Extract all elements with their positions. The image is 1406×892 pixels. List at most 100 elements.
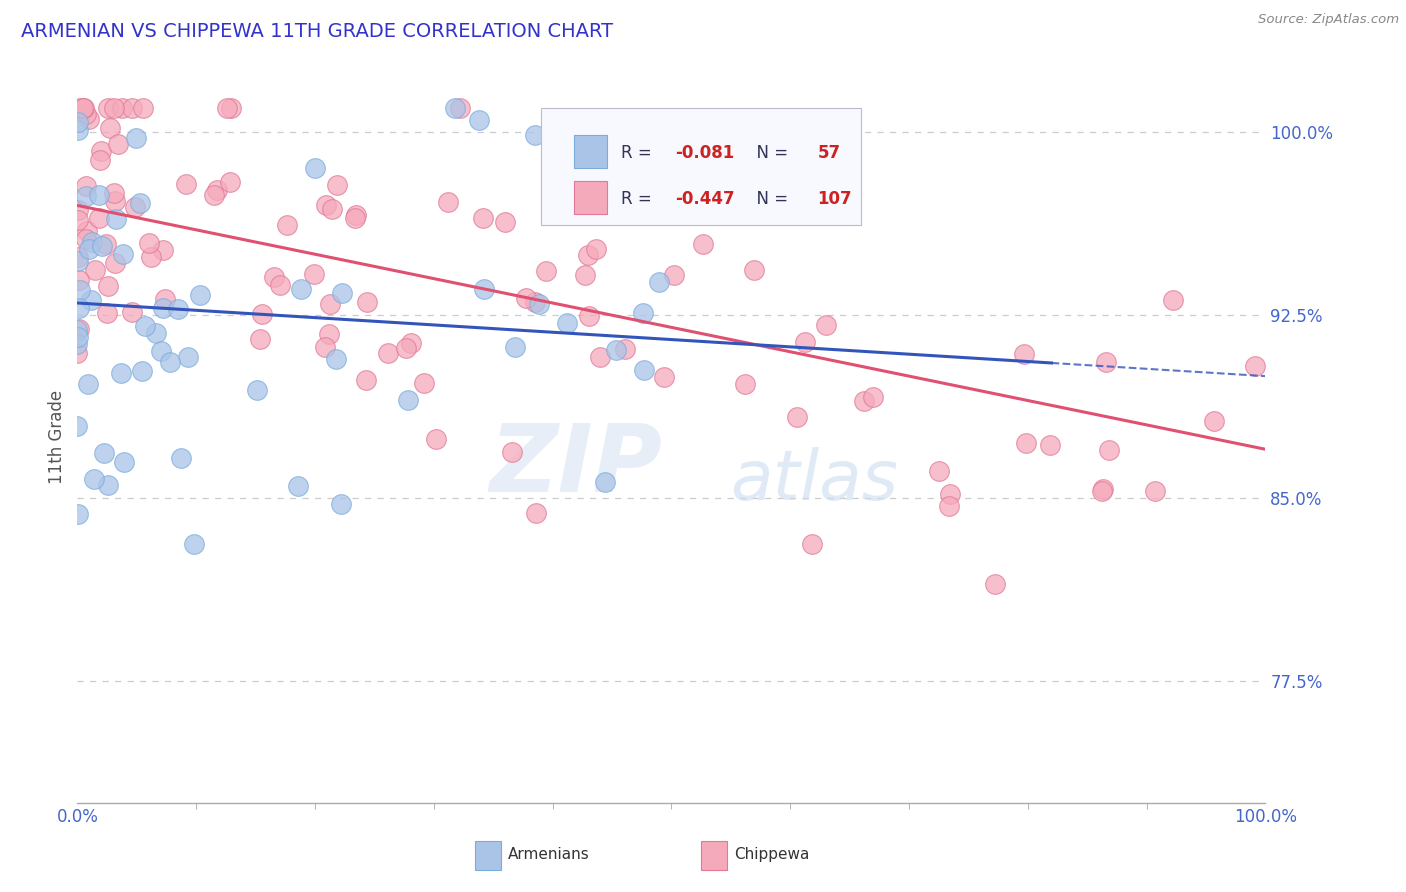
- Point: [75, 232, 97, 246]
- Point: [862, 390, 884, 404]
- Point: [1015, 435, 1038, 450]
- Point: [112, 455, 135, 469]
- Point: [166, 302, 188, 317]
- Point: [344, 211, 367, 226]
- Point: [131, 364, 153, 378]
- Point: [852, 393, 875, 408]
- Point: [188, 287, 211, 301]
- Point: [66, 346, 89, 360]
- Point: [437, 195, 460, 210]
- Point: [425, 432, 447, 446]
- Point: [444, 101, 467, 115]
- Point: [87, 211, 110, 225]
- Point: [75, 179, 97, 194]
- Point: [494, 215, 516, 229]
- Point: [66, 250, 89, 264]
- Point: [66, 337, 89, 351]
- Point: [67, 123, 90, 137]
- Point: [593, 475, 616, 490]
- Point: [574, 268, 596, 282]
- Point: [100, 121, 122, 136]
- Point: [501, 445, 523, 459]
- Point: [377, 345, 399, 359]
- Point: [786, 409, 808, 424]
- Text: N =: N =: [747, 144, 793, 162]
- Point: [83, 262, 105, 277]
- Point: [290, 282, 312, 296]
- Point: [80, 293, 103, 308]
- Point: [152, 243, 174, 257]
- Point: [325, 351, 347, 366]
- Bar: [702, 841, 727, 870]
- FancyBboxPatch shape: [541, 108, 862, 225]
- Point: [104, 194, 127, 208]
- Bar: [574, 135, 607, 168]
- Point: [1091, 483, 1114, 498]
- Text: -0.447: -0.447: [675, 190, 734, 208]
- Text: Chippewa: Chippewa: [734, 847, 810, 862]
- Point: [523, 128, 546, 143]
- Point: [104, 256, 127, 270]
- Point: [524, 506, 547, 520]
- Point: [614, 342, 637, 356]
- Point: [330, 497, 353, 511]
- Point: [159, 355, 181, 369]
- Point: [66, 202, 89, 217]
- Point: [66, 115, 89, 129]
- Point: [134, 318, 156, 333]
- Text: ZIP: ZIP: [489, 420, 662, 512]
- Point: [67, 322, 90, 336]
- Point: [527, 297, 550, 311]
- Point: [413, 376, 436, 390]
- Point: [330, 286, 353, 301]
- Text: ARMENIAN VS CHIPPEWA 11TH GRADE CORRELATION CHART: ARMENIAN VS CHIPPEWA 11TH GRADE CORRELAT…: [21, 22, 613, 41]
- Point: [94, 236, 117, 251]
- Text: Source: ZipAtlas.com: Source: ZipAtlas.com: [1258, 13, 1399, 27]
- Y-axis label: 11th Grade: 11th Grade: [48, 390, 66, 484]
- Point: [153, 292, 176, 306]
- Point: [132, 101, 155, 115]
- Point: [250, 307, 273, 321]
- Point: [503, 341, 526, 355]
- Point: [319, 297, 342, 311]
- Point: [314, 340, 336, 354]
- Point: [326, 178, 349, 193]
- Point: [302, 267, 325, 281]
- Point: [356, 294, 378, 309]
- Point: [97, 477, 120, 491]
- Point: [692, 237, 714, 252]
- Point: [67, 254, 90, 268]
- Point: [1039, 438, 1062, 452]
- Point: [471, 211, 494, 226]
- Bar: [574, 181, 607, 214]
- Point: [67, 301, 90, 315]
- Point: [138, 235, 160, 250]
- Point: [79, 112, 101, 126]
- Point: [664, 268, 686, 282]
- Point: [648, 275, 671, 289]
- Point: [177, 351, 200, 365]
- Point: [276, 219, 298, 233]
- Text: -0.081: -0.081: [675, 144, 734, 162]
- Point: [96, 306, 118, 320]
- Point: [72, 101, 94, 115]
- Point: [1144, 483, 1167, 498]
- Point: [585, 243, 607, 257]
- Point: [111, 101, 134, 115]
- Point: [395, 341, 418, 355]
- Point: [66, 330, 89, 344]
- Point: [605, 343, 627, 357]
- Point: [90, 239, 112, 253]
- Point: [315, 197, 337, 211]
- Point: [321, 202, 343, 216]
- Point: [75, 189, 97, 203]
- Point: [1161, 293, 1184, 308]
- Point: [1092, 482, 1115, 496]
- Point: [90, 145, 112, 159]
- Point: [1012, 347, 1035, 361]
- Point: [287, 478, 309, 492]
- Point: [560, 129, 582, 144]
- Point: [89, 187, 111, 202]
- Point: [75, 107, 97, 121]
- Point: [103, 101, 125, 115]
